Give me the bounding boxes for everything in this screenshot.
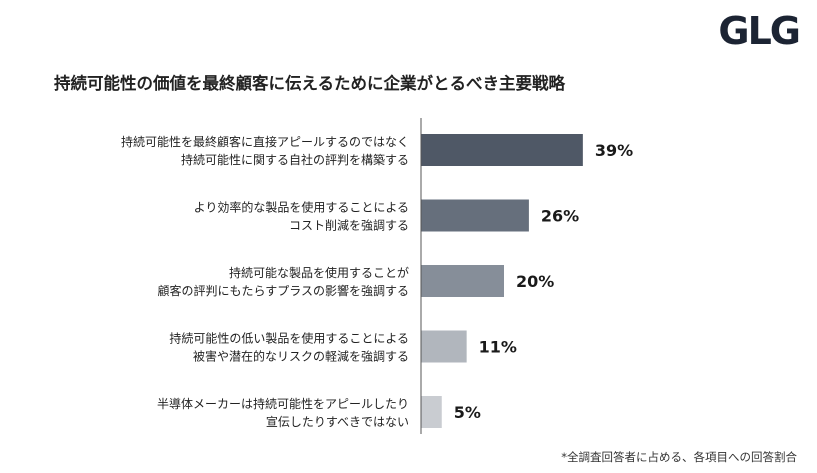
bar-2 (421, 199, 529, 232)
category-label-5-line-2: 宣伝したりすべきではない (266, 414, 409, 429)
category-label-4-line-1: 持続可能性の低い製品を使用することによる (169, 331, 409, 346)
bar-value-label-3: 20% (516, 272, 554, 291)
bar-5 (421, 396, 442, 428)
category-label-1-line-2: 持続可能性に関する自社の評判を構築する (181, 152, 409, 167)
bar-value-label-2: 26% (541, 207, 579, 226)
category-label-2-line-2: コスト削減を強調する (289, 218, 409, 233)
bar-1 (421, 134, 583, 166)
footnote: *全調査回答者に占める、各項目への回答割合 (561, 450, 797, 464)
category-label-3-line-1: 持続可能な製品を使用することが (229, 265, 409, 280)
category-label-3-line-2: 顧客の評判にもたらすプラスの影響を強調する (157, 283, 409, 298)
category-label-1-line-1: 持続可能性を最終顧客に直接アピールするのではなく (121, 134, 409, 149)
bar-value-label-5: 5% (454, 403, 481, 422)
bar-3 (421, 265, 504, 297)
category-label-2-line-1: より効率的な製品を使用することによる (194, 200, 409, 215)
category-label-4-line-2: 被害や潜在的なリスクの軽減を強調する (193, 349, 409, 364)
bar-value-label-4: 11% (479, 338, 517, 357)
chart-title: 持続可能性の価値を最終顧客に伝えるために企業がとるべき主要戦略 (54, 74, 566, 93)
bar-4 (421, 330, 467, 363)
bar-value-label-1: 39% (595, 141, 633, 160)
glg-logo: GLG (718, 9, 801, 53)
category-label-5-line-1: 半導体メーカーは持続可能性をアピールしたり (157, 396, 409, 411)
